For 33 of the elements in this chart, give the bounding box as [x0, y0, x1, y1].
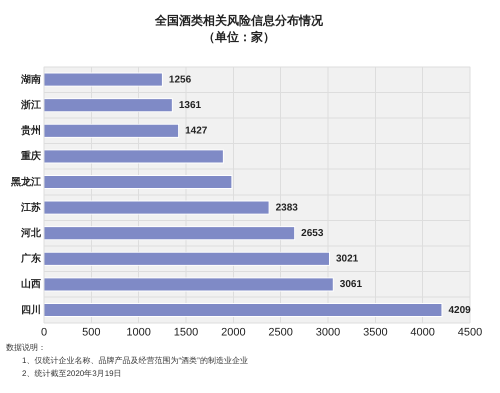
y-tick-label: 四川 — [21, 304, 41, 316]
y-tick-label: 湖南 — [20, 73, 41, 86]
x-tick-label: 4500 — [458, 326, 482, 338]
data-label: 2383 — [276, 202, 298, 214]
chart-subtitle: （单位：家） — [203, 30, 275, 44]
x-tick-label: 2000 — [221, 326, 246, 338]
chart-title: 全国酒类相关风险信息分布情况 — [154, 14, 324, 28]
x-tick-label: 500 — [82, 326, 101, 338]
x-tick-label: 3500 — [363, 326, 388, 338]
text: 2、统计截至2020年3月19日 — [22, 369, 122, 378]
x-tick-label: 1500 — [174, 326, 198, 338]
y-tick-label: 广东 — [20, 252, 41, 265]
data-label: 1361 — [178, 100, 202, 111]
y-tick-label: 黑龙江 — [10, 176, 41, 188]
data-label: 2653 — [301, 228, 324, 239]
x-tick-label: 1000 — [126, 326, 151, 338]
y-tick-label: 贵州 — [20, 124, 41, 137]
y-tick-label: 重庆 — [20, 150, 41, 162]
y-tick-label: 江苏 — [20, 201, 41, 214]
x-tick-label: 4000 — [410, 326, 435, 338]
data-label: 3061 — [340, 279, 362, 290]
data-label: 1427 — [185, 126, 208, 137]
y-tick-label: 山西 — [21, 278, 41, 290]
x-tick-label: 2500 — [268, 326, 293, 338]
data-label: 3021 — [336, 254, 359, 265]
text: 数据说明： — [6, 343, 46, 352]
y-tick-label: 河北 — [20, 226, 42, 239]
y-tick-label: 浙江 — [20, 98, 41, 111]
text: 1、仅统计企业名称、品牌产品及经营范围为“酒类”的制造业企业 — [22, 356, 248, 366]
data-label: 4209 — [448, 304, 472, 316]
data-label: 1256 — [168, 74, 192, 86]
x-tick-label: 0 — [40, 326, 48, 338]
x-tick-label: 3000 — [316, 326, 340, 338]
